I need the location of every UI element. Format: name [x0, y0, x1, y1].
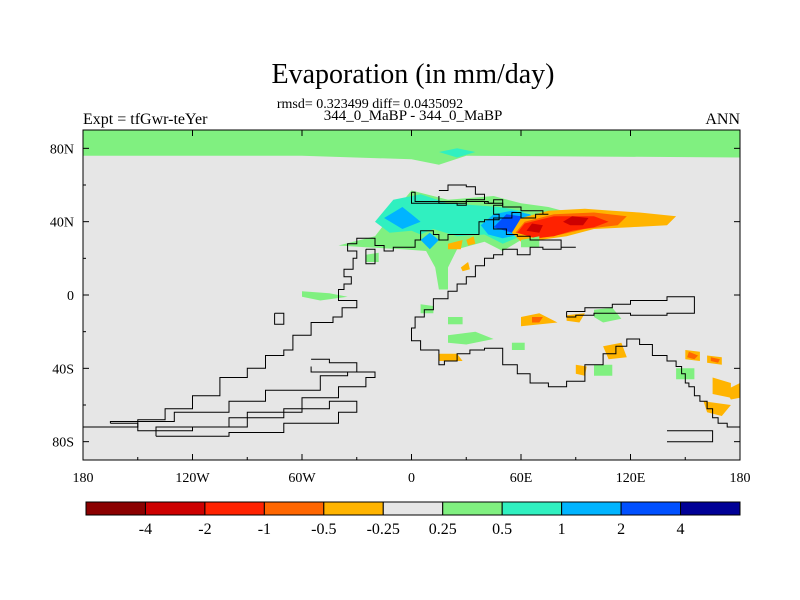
- y-tick-label-0: 80N: [50, 142, 74, 157]
- coastline-5: [310, 358, 358, 373]
- season-label: ANN: [705, 111, 740, 128]
- colorbar-label-1: -2: [198, 521, 211, 538]
- contour-region-22: [575, 364, 587, 376]
- colorbar-swatch-4: [323, 501, 384, 516]
- coastline-8: [365, 248, 376, 265]
- contour-region-33: [594, 364, 613, 376]
- colorbar-swatch-6: [442, 501, 503, 516]
- coastline-2: [438, 184, 485, 204]
- contour-region-25: [460, 262, 470, 272]
- colorbar-swatch-8: [561, 501, 622, 516]
- coastline-6: [566, 296, 695, 318]
- contour-region-10: [517, 216, 609, 239]
- contour-region-7: [420, 232, 439, 250]
- colorbar: -4 -2 -1 -0.5 -0.25 0.25 0.5 1 2 4: [85, 501, 741, 538]
- contour-region-35: [448, 317, 463, 325]
- coastline-9: [274, 312, 285, 325]
- x-tick-label-3: 0: [408, 471, 415, 486]
- contour-region-4: [384, 207, 421, 229]
- map-plot-area: [83, 130, 740, 460]
- colorbar-label-0: -4: [139, 521, 152, 538]
- contour-region-32: [511, 342, 525, 350]
- contour-region-3: [438, 148, 476, 158]
- contour-region-16: [603, 342, 627, 360]
- x-tick-label-5: 120E: [616, 471, 646, 486]
- contour-region-27: [710, 357, 720, 363]
- x-tick-label-2: 60W: [288, 471, 316, 486]
- stats-text: rmsd= 0.323499 diff= 0.0435092: [277, 97, 463, 112]
- contour-region-19: [712, 377, 731, 398]
- colorbar-swatch-2: [204, 501, 265, 516]
- contour-region-23: [448, 240, 463, 250]
- coastline-7: [667, 430, 714, 443]
- colorbar-swatch-9: [620, 501, 682, 516]
- contour-region-21: [703, 401, 731, 416]
- contour-region-12: [563, 216, 589, 226]
- colorbar-swatch-1: [144, 501, 206, 516]
- colorbar-swatch-5: [382, 501, 444, 516]
- chart-title: Evaporation (in mm/day): [271, 59, 554, 90]
- colorbar-label-5: 0.25: [429, 521, 457, 538]
- colorbar-swatch-0: [85, 501, 146, 516]
- x-tick-label-6: 180: [730, 471, 751, 486]
- y-tick-label-1: 40N: [50, 216, 74, 231]
- coastlines: [83, 184, 740, 443]
- contour-region-24: [466, 236, 476, 246]
- coastline-4: [155, 400, 358, 437]
- colorbar-label-2: -1: [258, 521, 271, 538]
- y-axis: 80N 40N 0 40S 80S: [50, 142, 740, 451]
- contour-region-30: [448, 331, 494, 345]
- colorbar-label-8: 2: [617, 521, 625, 538]
- colorbar-label-7: 1: [558, 521, 566, 538]
- x-axis: 180 120W 60W 0 60E 120E 180: [73, 130, 751, 486]
- experiment-label: Expt = tfGwr-teYer: [83, 111, 208, 128]
- contour-region-0: [83, 130, 740, 165]
- contour-region-38: [521, 236, 540, 248]
- contour-region-26: [687, 351, 698, 360]
- y-tick-label-4: 80S: [52, 436, 74, 451]
- comparison-label: 344_0_MaBP - 344_0_MaBP: [324, 108, 503, 124]
- colorbar-swatch-7: [501, 501, 563, 516]
- colorbar-label-4: -0.25: [367, 521, 400, 538]
- coastline-1: [411, 192, 740, 428]
- colorbar-swatch-3: [263, 501, 325, 516]
- contour-region-11: [526, 223, 543, 233]
- colorbar-label-9: 4: [677, 521, 685, 538]
- coastline-0: [83, 191, 504, 429]
- y-tick-label-2: 0: [67, 289, 74, 304]
- x-tick-label-0: 180: [73, 471, 94, 486]
- colorbar-label-3: -0.5: [311, 521, 336, 538]
- colorbar-label-6: 0.5: [492, 521, 512, 538]
- x-tick-label-4: 60E: [510, 471, 533, 486]
- contour-region-28: [532, 317, 543, 323]
- contour-region-31: [594, 307, 622, 323]
- contour-region-29: [302, 291, 348, 301]
- plot-background: [83, 130, 740, 460]
- y-tick-label-3: 40S: [52, 362, 74, 377]
- contour-region-20: [725, 383, 740, 400]
- x-tick-label-1: 120W: [175, 471, 210, 486]
- colorbar-swatch-10: [680, 501, 741, 516]
